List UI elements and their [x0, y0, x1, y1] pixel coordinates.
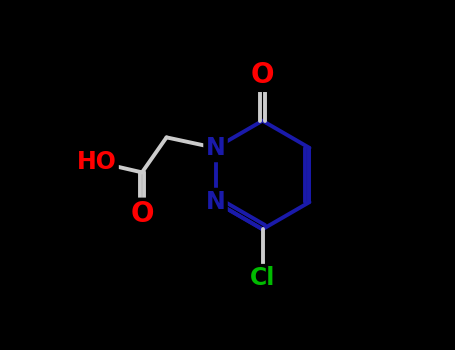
Text: N: N — [206, 190, 225, 214]
Text: O: O — [251, 61, 274, 89]
Text: Cl: Cl — [250, 266, 275, 290]
Text: O: O — [130, 200, 154, 228]
Text: HO: HO — [76, 150, 116, 174]
Text: N: N — [206, 136, 225, 160]
